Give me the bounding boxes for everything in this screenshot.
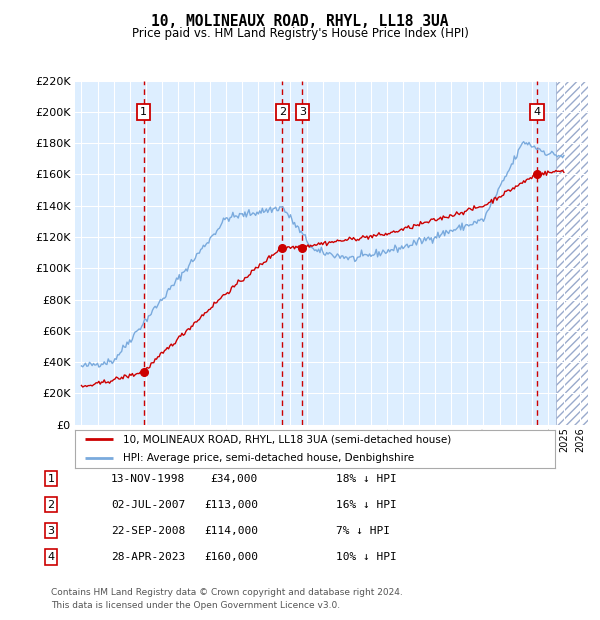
Text: 10, MOLINEAUX ROAD, RHYL, LL18 3UA (semi-detached house): 10, MOLINEAUX ROAD, RHYL, LL18 3UA (semi… (123, 434, 451, 445)
Text: 2: 2 (279, 107, 286, 117)
Text: 1: 1 (47, 474, 55, 484)
Text: 28-APR-2023: 28-APR-2023 (111, 552, 185, 562)
Bar (556, 81, 588, 425)
Text: 3: 3 (47, 526, 55, 536)
Text: 22-SEP-2008: 22-SEP-2008 (111, 526, 185, 536)
Text: Contains HM Land Registry data © Crown copyright and database right 2024.: Contains HM Land Registry data © Crown c… (51, 588, 403, 597)
Text: £114,000: £114,000 (204, 526, 258, 536)
Text: This data is licensed under the Open Government Licence v3.0.: This data is licensed under the Open Gov… (51, 601, 340, 611)
Text: 7% ↓ HPI: 7% ↓ HPI (336, 526, 390, 536)
Text: 3: 3 (299, 107, 306, 117)
Text: £160,000: £160,000 (204, 552, 258, 562)
Bar (75, 81, 556, 425)
Text: 02-JUL-2007: 02-JUL-2007 (111, 500, 185, 510)
Text: 10, MOLINEAUX ROAD, RHYL, LL18 3UA: 10, MOLINEAUX ROAD, RHYL, LL18 3UA (151, 14, 449, 29)
Text: 1: 1 (140, 107, 147, 117)
Text: £113,000: £113,000 (204, 500, 258, 510)
Text: 16% ↓ HPI: 16% ↓ HPI (336, 500, 397, 510)
Text: HPI: Average price, semi-detached house, Denbighshire: HPI: Average price, semi-detached house,… (123, 453, 414, 464)
Text: 4: 4 (47, 552, 55, 562)
Text: £34,000: £34,000 (211, 474, 258, 484)
Text: 10% ↓ HPI: 10% ↓ HPI (336, 552, 397, 562)
Text: 4: 4 (533, 107, 541, 117)
Text: 13-NOV-1998: 13-NOV-1998 (111, 474, 185, 484)
Text: Price paid vs. HM Land Registry's House Price Index (HPI): Price paid vs. HM Land Registry's House … (131, 27, 469, 40)
Text: 18% ↓ HPI: 18% ↓ HPI (336, 474, 397, 484)
Text: 2: 2 (47, 500, 55, 510)
